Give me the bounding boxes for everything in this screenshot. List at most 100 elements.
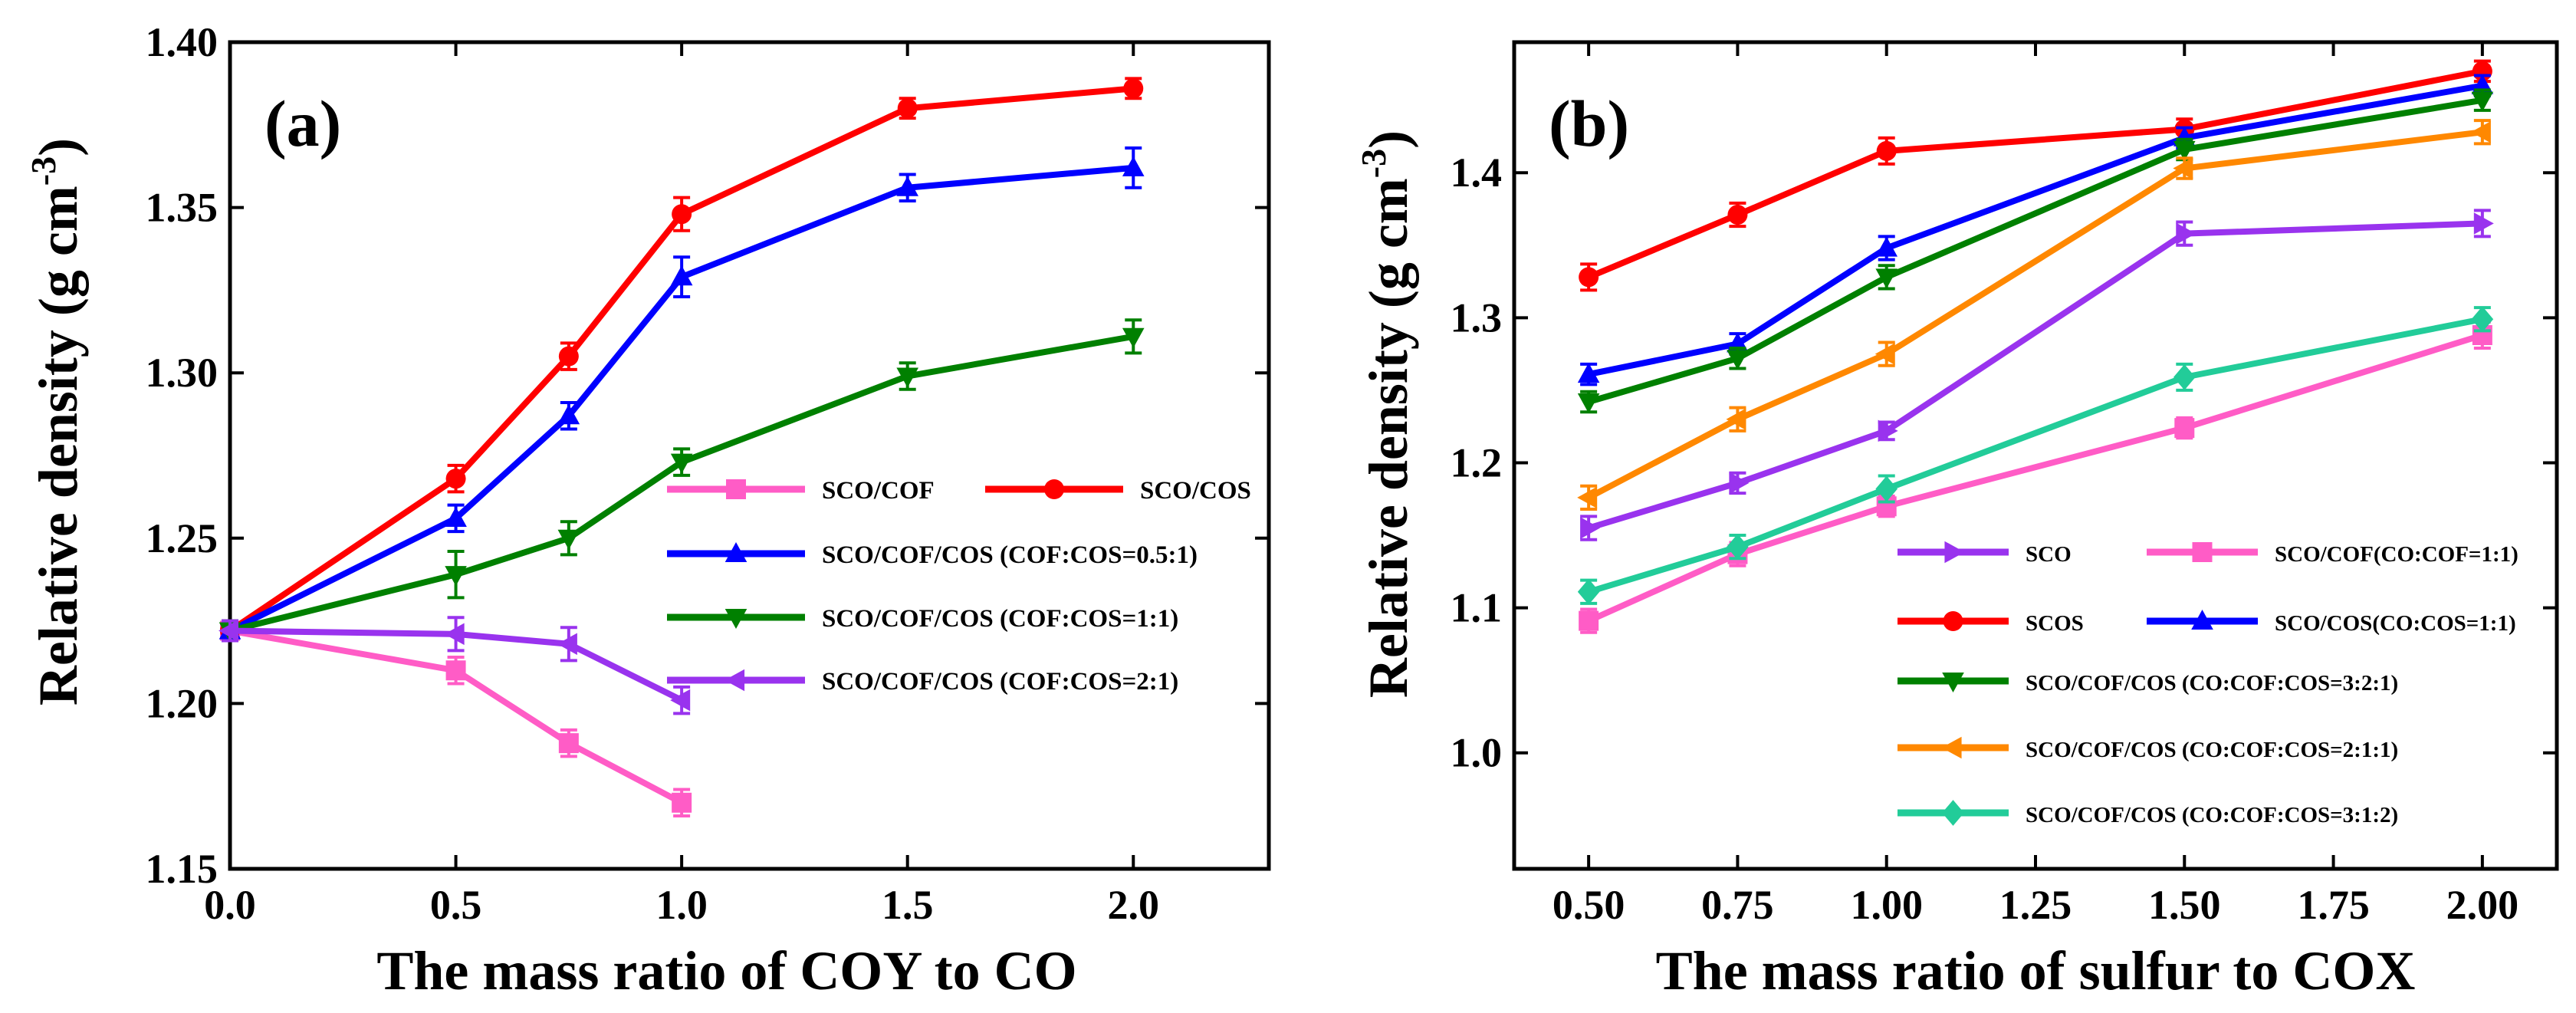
data-point bbox=[1729, 472, 1750, 495]
legend-label: SCO/COF/COS (COF:COS=0.5:1) bbox=[822, 541, 1198, 569]
series bbox=[1579, 321, 2492, 634]
y-tick-label: 1.20 bbox=[146, 680, 219, 726]
data-point bbox=[557, 633, 577, 656]
data-point bbox=[1580, 517, 1601, 539]
series-line bbox=[229, 333, 1134, 634]
series bbox=[220, 77, 1144, 643]
data-point bbox=[1122, 327, 1145, 348]
data-point bbox=[670, 453, 693, 474]
legend-label: SCO/COF(CO:COF=1:1) bbox=[2275, 542, 2518, 567]
legend-marker bbox=[1942, 800, 1964, 826]
data-point bbox=[672, 204, 692, 225]
panel-a-ylabel: Relative density (g cm-3) bbox=[24, 138, 89, 705]
legend-label: SCO/COF/COS (COF:COS=2:1) bbox=[822, 668, 1178, 696]
data-point bbox=[444, 623, 465, 646]
y-tick-label: 1.0 bbox=[1451, 730, 1503, 776]
legend-label: SCO/COF bbox=[822, 477, 935, 505]
x-tick-label: 0.50 bbox=[1552, 882, 1625, 928]
data-point bbox=[897, 98, 918, 119]
data-point bbox=[1726, 408, 1746, 431]
legend-marker bbox=[2192, 542, 2213, 562]
data-point bbox=[445, 660, 466, 681]
data-point bbox=[2471, 306, 2494, 333]
series bbox=[219, 616, 691, 715]
data-point bbox=[219, 620, 239, 642]
x-tick-label: 1.50 bbox=[2148, 882, 2221, 928]
series-line bbox=[1587, 67, 2483, 281]
data-point bbox=[2473, 212, 2494, 235]
data-point bbox=[2173, 140, 2196, 161]
y-tick-label: 1.3 bbox=[1451, 294, 1503, 340]
panel-b-ylabel: Relative density (g cm-3) bbox=[1354, 130, 1419, 698]
data-point bbox=[1876, 140, 1897, 161]
legend-label: SCO/COF/COS (CO:COF:COS=3:1:2) bbox=[2026, 803, 2398, 827]
data-point bbox=[896, 176, 918, 196]
y-tick-label: 1.40 bbox=[146, 19, 219, 65]
legend-marker bbox=[724, 542, 748, 563]
series bbox=[1577, 119, 2491, 511]
legend-label: SCO/COF/COS (CO:COF:COS=2:1:1) bbox=[2026, 738, 2398, 762]
data-point bbox=[1878, 419, 1898, 442]
panel-a-xlabel: The mass ratio of COY to CO bbox=[376, 940, 1076, 1001]
series-line bbox=[229, 627, 683, 806]
y-tick-label: 1.35 bbox=[146, 185, 219, 231]
legend-marker bbox=[1943, 611, 1963, 631]
panel-b-plot: 0.50 0.75 1.00 1.25 1.50 1.75 2.00 1.0 1.1 1.2 1.3… bbox=[1451, 40, 2559, 928]
x-tick-label: 0.0 bbox=[204, 882, 256, 928]
x-tick-label: 1.25 bbox=[1999, 882, 2072, 928]
panel-a-ylabel-main: Relative density bbox=[28, 330, 89, 705]
x-tick-label: 0.75 bbox=[1701, 882, 1774, 928]
data-point bbox=[670, 265, 693, 286]
data-point bbox=[2471, 91, 2494, 112]
y-tick-label: 1.1 bbox=[1451, 585, 1503, 631]
data-point bbox=[2173, 157, 2193, 179]
data-point bbox=[445, 506, 467, 527]
series-line bbox=[228, 164, 1134, 634]
legend-marker bbox=[1942, 672, 1964, 692]
x-tick-label: 0.5 bbox=[430, 882, 482, 928]
x-tick-label: 1.00 bbox=[1850, 882, 1923, 928]
panel-b-ylabel-sup: -3 bbox=[1354, 149, 1393, 178]
series bbox=[219, 318, 1145, 643]
panel-b-ylabel-unit: (g cm bbox=[1358, 178, 1419, 308]
data-point bbox=[1577, 393, 1600, 413]
x-tick-label: 1.75 bbox=[2297, 882, 2370, 928]
legend-label: SCO/COS bbox=[1140, 477, 1251, 505]
data-point bbox=[557, 529, 580, 550]
panel-a-ylabel-close: ) bbox=[28, 138, 89, 156]
x-tick-label: 2.00 bbox=[2446, 882, 2519, 928]
data-point bbox=[558, 733, 579, 754]
series-line bbox=[229, 627, 683, 703]
series bbox=[1579, 59, 2492, 292]
data-point bbox=[1875, 343, 1895, 365]
series bbox=[219, 146, 1145, 643]
data-point bbox=[1727, 534, 1749, 561]
panel-b-tag: (b) bbox=[1549, 87, 1629, 160]
x-tick-label: 1.5 bbox=[882, 882, 934, 928]
series bbox=[1577, 306, 2494, 605]
legend-marker bbox=[1044, 479, 1064, 499]
data-point bbox=[1579, 610, 1599, 631]
data-point bbox=[1577, 578, 1600, 605]
data-point bbox=[1875, 475, 1898, 502]
panel-a-ylabel-unit: (g cm bbox=[28, 186, 89, 316]
data-point bbox=[445, 469, 466, 489]
data-point bbox=[445, 566, 467, 587]
legend-label: SCO/COF/COS (COF:COS=1:1) bbox=[822, 605, 1178, 633]
data-point bbox=[670, 689, 691, 712]
series-line bbox=[228, 85, 1134, 633]
data-point bbox=[2173, 363, 2196, 390]
data-point bbox=[896, 367, 918, 388]
data-point bbox=[558, 346, 579, 367]
panel-a-tag: (a) bbox=[264, 87, 341, 160]
legend: SCO SCO/COF(CO:COF=1:1) SCOS SCO/COS(CO:COS… bbox=[1898, 541, 2518, 827]
legend-label: SCO/COF/COS (CO:COF:COS=3:2:1) bbox=[2026, 671, 2398, 696]
data-point bbox=[1123, 78, 1144, 99]
legend-marker bbox=[724, 608, 748, 629]
legend: SCO/COF SCO/COS SCO/COF/COS (COF:COS=0.5:1… bbox=[667, 477, 1251, 696]
x-tick-label: 1.0 bbox=[656, 882, 708, 928]
legend-marker bbox=[1941, 736, 1962, 759]
y-tick-label: 1.2 bbox=[1451, 439, 1503, 485]
data-point bbox=[557, 404, 580, 425]
